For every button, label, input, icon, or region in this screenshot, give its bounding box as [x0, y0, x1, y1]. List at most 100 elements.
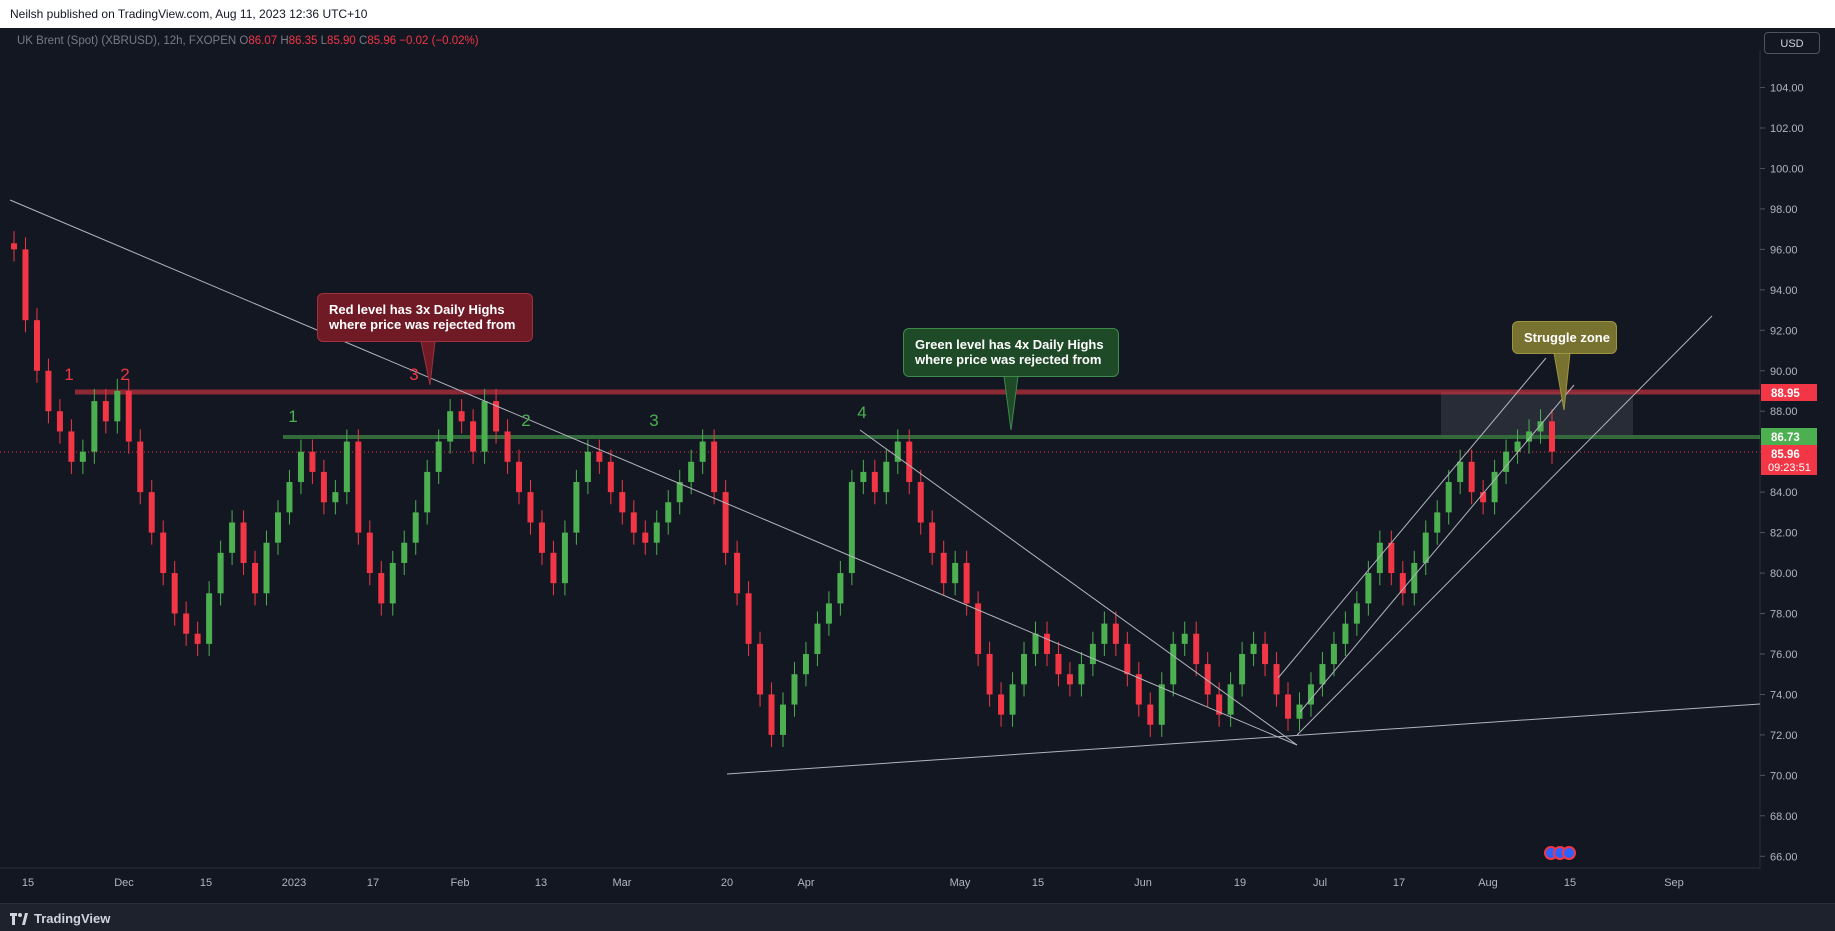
tradingview-logo-icon — [10, 912, 28, 925]
footer-bar: TradingView — [0, 903, 1835, 931]
chart-pane[interactable] — [0, 28, 1835, 903]
candle-body — [1078, 664, 1085, 685]
candle-body — [1434, 512, 1441, 533]
candle-body — [1009, 684, 1016, 715]
x-tick-label: Feb — [451, 877, 470, 889]
channel-lower[interactable] — [1296, 315, 1713, 736]
change-value: −0.02 (−0.02%) — [399, 35, 479, 47]
trendlines[interactable] — [9, 199, 1761, 775]
close-value: 85.96 — [367, 35, 397, 47]
green-callout-pointer — [1003, 375, 1019, 431]
currency-button[interactable]: USD — [1764, 32, 1820, 54]
candle-series[interactable] — [11, 231, 1555, 748]
candle-body — [848, 482, 855, 574]
y-tick-label: 104.00 — [1770, 83, 1804, 95]
trendline-downtrend-main[interactable] — [9, 199, 1298, 746]
trendline-support-lower[interactable] — [726, 703, 1761, 775]
candle-body — [699, 441, 706, 462]
price-tag-red-level: 88.95 — [1761, 384, 1817, 401]
publish-header-bar: Neilsh published on TradingView.com, Aug… — [0, 0, 1835, 28]
y-tick-label: 76.00 — [1770, 649, 1798, 661]
red-count-label: 3 — [409, 365, 418, 384]
candle-body — [780, 704, 786, 735]
open-value: 86.07 — [248, 35, 278, 47]
red-callout-pointer — [420, 340, 436, 386]
candle-body — [183, 613, 190, 634]
candle-body — [573, 482, 580, 533]
candle-body — [963, 562, 970, 604]
candle-body — [1101, 623, 1108, 644]
candle-body — [722, 492, 729, 553]
symbol-label[interactable]: UK Brent (Spot) (XBRUSD), 12h, FXOPEN — [17, 35, 237, 47]
y-tick-label: 90.00 — [1770, 366, 1798, 378]
candle-body — [1503, 451, 1510, 472]
channel-mid[interactable] — [1299, 384, 1575, 713]
candle-body — [343, 441, 350, 493]
candle-body — [952, 562, 959, 584]
y-tick-label: 98.00 — [1770, 204, 1798, 216]
x-tick-label: Jul — [1313, 877, 1327, 889]
candle-body — [1319, 664, 1326, 685]
candle-body — [998, 694, 1005, 715]
candle-body — [906, 441, 913, 483]
candle-body — [929, 522, 936, 553]
y-tick-label: 74.00 — [1770, 689, 1798, 701]
svg-text:86.73: 86.73 — [1771, 432, 1800, 444]
candle-body — [1193, 633, 1200, 665]
candle-body — [630, 512, 637, 533]
candle-body — [401, 542, 408, 563]
low-value: 85.90 — [327, 35, 356, 47]
candle-body — [424, 471, 431, 513]
y-tick-label: 102.00 — [1770, 123, 1804, 135]
candle-body — [1273, 664, 1280, 695]
candle-body — [1032, 633, 1039, 654]
candle-body — [148, 492, 155, 533]
x-tick-label: 2023 — [282, 877, 306, 889]
red-callout-line-2: where price was rejected from — [329, 317, 516, 332]
candle-body — [676, 482, 683, 503]
candle-body — [757, 643, 764, 695]
channel-upper[interactable] — [1277, 357, 1547, 679]
us-flag-icon[interactable] — [1562, 846, 1576, 860]
price-tag-last: 85.96 09:23:51 — [1761, 445, 1817, 475]
ohlc-legend: UK Brent (Spot) (XBRUSD), 12h, FXOPEN O8… — [17, 35, 479, 47]
high-label: H — [280, 35, 289, 47]
green-count-label: 1 — [288, 407, 297, 426]
candle-body — [516, 461, 523, 493]
candle-body — [286, 482, 293, 513]
candle-body — [1549, 421, 1555, 452]
candle-body — [665, 502, 672, 523]
candle-body — [1388, 542, 1395, 574]
tradingview-logo[interactable]: TradingView — [10, 910, 110, 926]
x-tick-label: 17 — [367, 877, 379, 889]
candle-body — [986, 653, 993, 695]
candle-body — [745, 593, 752, 644]
candle-body — [538, 522, 545, 553]
green-level-callout[interactable]: Green level has 4x Daily Highs where pri… — [903, 328, 1119, 377]
candle-body — [1296, 704, 1303, 719]
candle-body — [975, 603, 982, 654]
candle-body — [171, 573, 178, 614]
y-tick-label: 94.00 — [1770, 285, 1798, 297]
candle-body — [1285, 694, 1292, 719]
candle-body — [33, 320, 40, 371]
candle-body — [263, 542, 270, 594]
candle-body — [309, 451, 316, 472]
economic-events-icons[interactable] — [1544, 846, 1576, 860]
candle-body — [1468, 461, 1475, 493]
candle-body — [642, 532, 649, 543]
candle-body — [1307, 684, 1314, 705]
time-axis[interactable]: 15 Dec 15 2023 17 Feb 13 Mar 20 Apr May 15 Jun 19 Jul 1… — [22, 877, 1684, 889]
struggle-zone-callout[interactable]: Struggle zone — [1512, 321, 1617, 354]
candle-body — [389, 562, 396, 604]
candle-body — [125, 390, 132, 442]
green-callout-line-1: Green level has 4x Daily Highs — [915, 337, 1104, 352]
candle-body — [114, 390, 121, 422]
trendline-april-downtrend[interactable] — [859, 429, 1298, 746]
red-level-callout[interactable]: Red level has 3x Daily Highs where price… — [317, 293, 533, 342]
candle-body — [584, 451, 591, 483]
candle-body — [194, 633, 201, 644]
x-tick-label: Apr — [797, 877, 814, 889]
candle-body — [860, 471, 867, 483]
